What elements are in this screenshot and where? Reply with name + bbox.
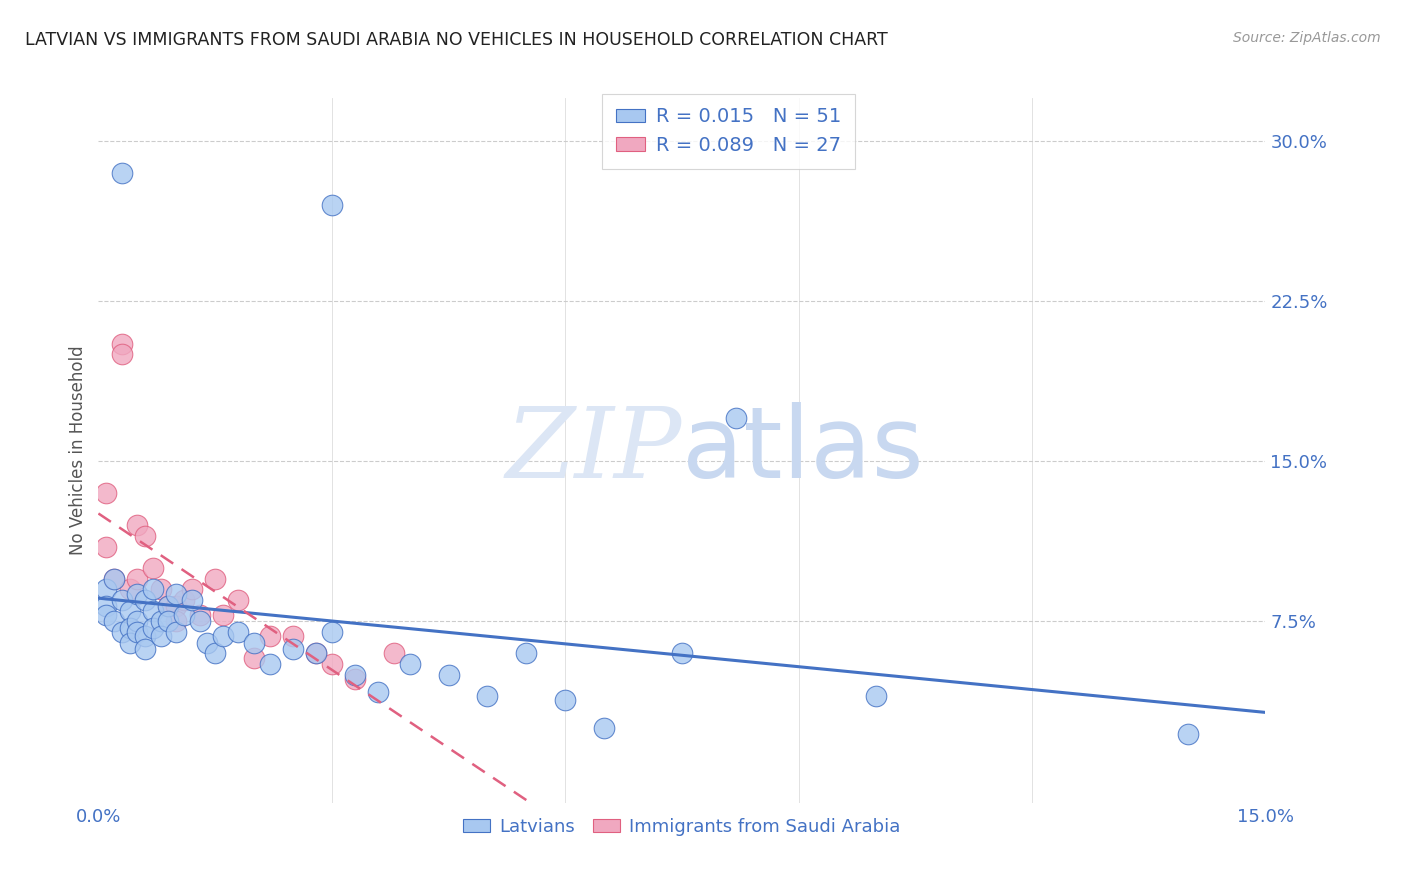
Point xyxy=(180,582,202,597)
Point xyxy=(195,635,218,649)
Point xyxy=(398,657,420,671)
Point xyxy=(111,347,134,361)
Point xyxy=(96,540,118,554)
Point xyxy=(142,582,165,597)
Point xyxy=(321,624,343,639)
Text: Source: ZipAtlas.com: Source: ZipAtlas.com xyxy=(1233,31,1381,45)
Point xyxy=(212,607,235,622)
Point xyxy=(243,650,266,665)
Point xyxy=(111,166,134,180)
Point xyxy=(477,689,499,703)
Point xyxy=(593,721,616,735)
Point xyxy=(127,624,149,639)
Point xyxy=(103,572,125,586)
Point xyxy=(437,667,460,681)
Point xyxy=(127,615,149,629)
Y-axis label: No Vehicles in Household: No Vehicles in Household xyxy=(69,345,87,556)
Point xyxy=(165,615,187,629)
Point xyxy=(103,572,125,586)
Point xyxy=(157,615,180,629)
Point xyxy=(212,629,235,643)
Point xyxy=(127,586,149,600)
Point xyxy=(134,642,156,657)
Point xyxy=(134,629,156,643)
Point xyxy=(134,529,156,543)
Point xyxy=(149,615,172,629)
Point xyxy=(321,198,343,212)
Point xyxy=(1177,727,1199,741)
Point xyxy=(321,657,343,671)
Point xyxy=(165,586,187,600)
Point xyxy=(259,657,281,671)
Point xyxy=(188,607,211,622)
Point xyxy=(96,486,118,500)
Point xyxy=(142,621,165,635)
Point xyxy=(118,621,141,635)
Point xyxy=(367,685,389,699)
Point xyxy=(111,593,134,607)
Point xyxy=(259,629,281,643)
Point xyxy=(118,604,141,618)
Point xyxy=(118,635,141,649)
Point xyxy=(149,582,172,597)
Point xyxy=(281,642,304,657)
Point xyxy=(103,615,125,629)
Point xyxy=(96,599,118,614)
Point xyxy=(243,635,266,649)
Point xyxy=(671,646,693,660)
Point xyxy=(204,572,226,586)
Point xyxy=(173,593,195,607)
Point xyxy=(165,624,187,639)
Point xyxy=(382,646,405,660)
Point xyxy=(118,582,141,597)
Point xyxy=(149,629,172,643)
Point xyxy=(204,646,226,660)
Point xyxy=(344,667,367,681)
Point xyxy=(281,629,304,643)
Point xyxy=(305,646,328,660)
Point xyxy=(228,593,250,607)
Point xyxy=(111,624,134,639)
Point xyxy=(173,607,195,622)
Point xyxy=(554,693,576,707)
Point xyxy=(305,646,328,660)
Point xyxy=(134,593,156,607)
Point xyxy=(127,572,149,586)
Point xyxy=(157,599,180,614)
Point xyxy=(111,336,134,351)
Point xyxy=(188,615,211,629)
Point xyxy=(865,689,887,703)
Point xyxy=(165,599,187,614)
Point xyxy=(228,624,250,639)
Point xyxy=(180,593,202,607)
Text: atlas: atlas xyxy=(682,402,924,499)
Text: ZIP: ZIP xyxy=(506,403,682,498)
Point xyxy=(515,646,537,660)
Point xyxy=(344,672,367,686)
Point xyxy=(142,604,165,618)
Point xyxy=(96,582,118,597)
Legend: Latvians, Immigrants from Saudi Arabia: Latvians, Immigrants from Saudi Arabia xyxy=(456,811,908,843)
Point xyxy=(725,411,748,425)
Point xyxy=(157,599,180,614)
Point xyxy=(96,607,118,622)
Text: LATVIAN VS IMMIGRANTS FROM SAUDI ARABIA NO VEHICLES IN HOUSEHOLD CORRELATION CHA: LATVIAN VS IMMIGRANTS FROM SAUDI ARABIA … xyxy=(25,31,889,49)
Point xyxy=(127,518,149,533)
Point xyxy=(142,561,165,575)
